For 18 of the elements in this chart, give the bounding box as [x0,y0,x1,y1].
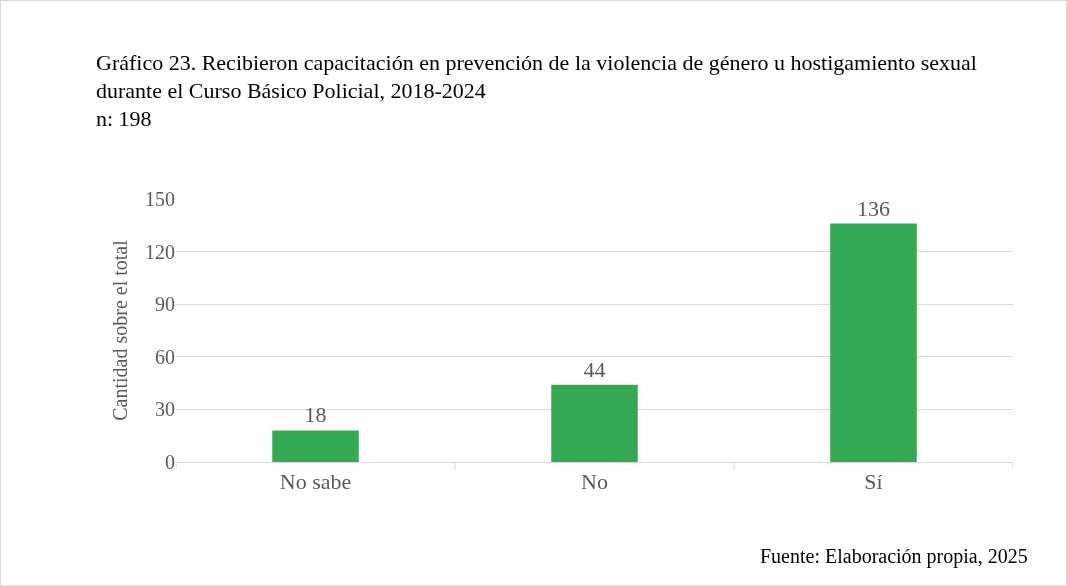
y-tick-label: 120 [145,240,175,263]
bar [830,223,917,462]
x-tick-label: Sí [864,469,883,495]
source-note: Fuente: Elaboración propia, 2025 [760,545,1028,568]
data-label: 18 [304,402,327,428]
bar [272,430,359,462]
y-tick-label: 150 [145,188,175,210]
y-tick-label: 90 [155,293,175,316]
data-label: 136 [857,195,890,221]
y-tick-label: 30 [155,398,175,421]
y-axis-title: Cantidad sobre el total [108,239,131,421]
chart-subtitle: n: 198 [96,105,153,133]
y-tick-label: 0 [165,451,175,473]
bar [551,384,638,462]
x-tick-label: No sabe [279,469,352,495]
data-label: 44 [583,356,606,382]
x-tick-label: No [581,469,608,495]
y-tick-label: 60 [155,345,175,368]
